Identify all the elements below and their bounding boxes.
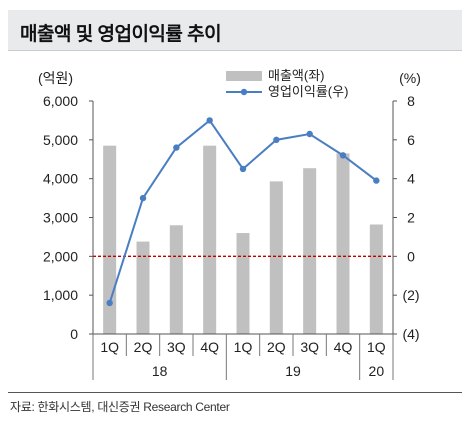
year-label-0: 18 — [152, 363, 168, 379]
right-tick-label-4: 4 — [407, 171, 415, 187]
source-divider — [8, 392, 462, 393]
category-label-1: 2Q — [134, 339, 153, 355]
legend-line-marker — [240, 88, 248, 96]
labels-layer: 0 1,000 2,000 3,000 4,000 5,000 6,000 (4) (2) 0 2 4… — [38, 70, 421, 379]
left-tick-label-0: 0 — [70, 326, 78, 342]
bar-7 — [336, 153, 350, 334]
bar-6 — [303, 168, 317, 334]
right-tick-label-3: 2 — [407, 210, 415, 226]
left-axis-unit: (억원) — [38, 70, 73, 86]
category-label-2: 3Q — [167, 339, 186, 355]
bar-0 — [103, 145, 117, 334]
right-tick-label-1: (2) — [402, 287, 419, 303]
legend-line-label: 영업이익률(우) — [268, 84, 348, 99]
margin-point-3 — [206, 117, 213, 124]
margin-point-2 — [173, 144, 180, 151]
margin-point-6 — [306, 130, 313, 138]
axes-layer — [89, 100, 397, 380]
legend: 매출액(좌)영업이익률(우) — [226, 68, 348, 99]
chart-title-bar: 매출액 및 영업이익률 추이 — [8, 10, 462, 51]
category-label-0: 1Q — [100, 339, 119, 355]
left-tick-label-2: 2,000 — [43, 248, 78, 264]
bar-4 — [236, 233, 250, 334]
category-label-5: 2Q — [267, 339, 286, 355]
margin-point-1 — [139, 194, 147, 202]
margin-point-0 — [106, 299, 113, 307]
left-tick-label-6: 6,000 — [43, 93, 78, 109]
chart-title: 매출액 및 영업이익률 추이 — [20, 24, 222, 45]
category-label-3: 4Q — [200, 339, 219, 355]
margin-point-5 — [273, 136, 280, 144]
bar-1 — [136, 241, 150, 334]
line-layer — [106, 117, 380, 307]
category-label-6: 3Q — [300, 339, 319, 355]
right-tick-label-5: 6 — [407, 132, 415, 148]
right-axis-unit: (%) — [399, 70, 421, 86]
year-label-2: 20 — [369, 363, 385, 379]
bar-2 — [169, 225, 183, 334]
bar-3 — [203, 145, 217, 334]
category-label-4: 1Q — [234, 339, 253, 355]
left-tick-label-4: 4,000 — [43, 171, 78, 187]
left-tick-label-5: 5,000 — [43, 132, 78, 148]
year-label-1: 19 — [285, 363, 301, 379]
bar-8 — [369, 224, 383, 334]
category-label-8: 1Q — [367, 339, 386, 355]
category-label-7: 4Q — [334, 339, 353, 355]
bars-layer — [103, 145, 383, 334]
bar-5 — [269, 181, 283, 334]
margin-point-8 — [373, 177, 380, 184]
legend-bar-swatch — [226, 71, 262, 81]
right-tick-label-6: 8 — [407, 93, 415, 109]
margin-point-7 — [339, 152, 347, 159]
left-tick-label-1: 1,000 — [43, 287, 78, 303]
left-tick-label-3: 3,000 — [43, 210, 78, 226]
source-note: 자료: 한화시스템, 대신증권 Research Center — [10, 400, 230, 414]
right-tick-label-2: 0 — [407, 248, 415, 264]
legend-bar-label: 매출액(좌) — [268, 68, 325, 83]
right-tick-label-0: (4) — [402, 326, 419, 342]
margin-point-4 — [239, 165, 247, 173]
